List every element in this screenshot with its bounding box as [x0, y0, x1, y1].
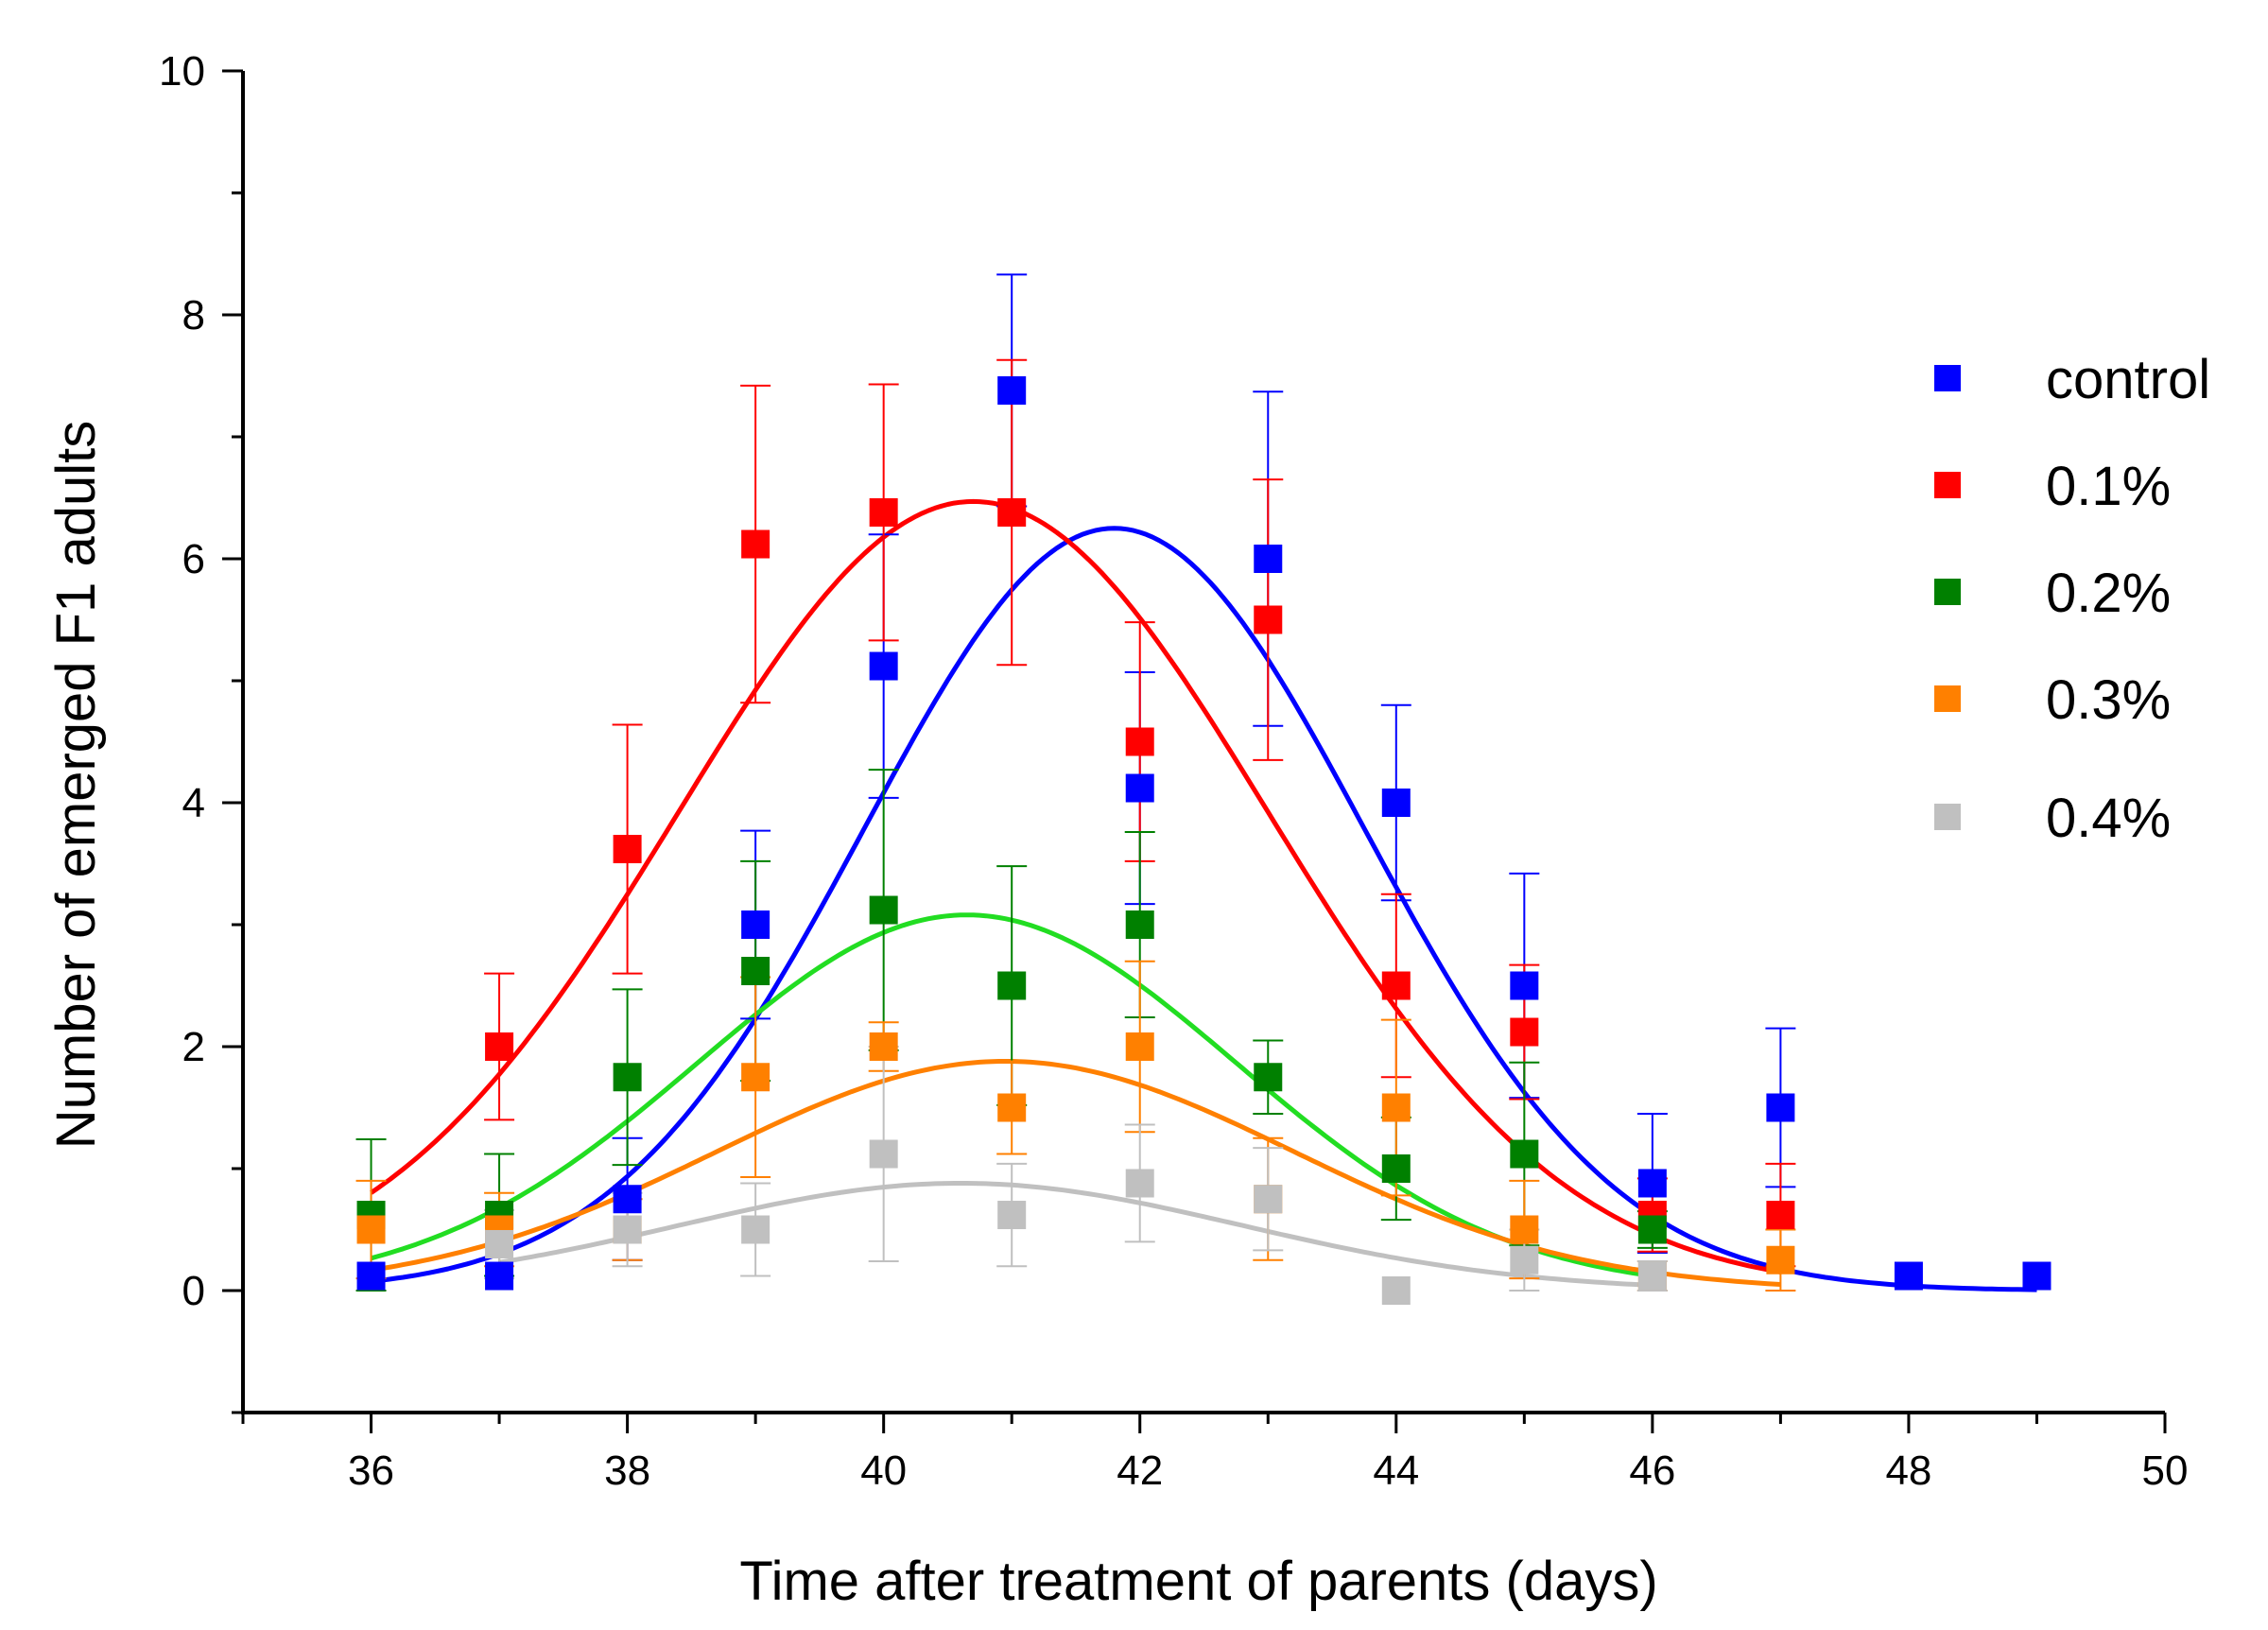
point-0-3pct [1381, 1093, 1411, 1122]
y-tick-label: 4 [182, 780, 205, 826]
point-control [613, 1185, 642, 1214]
point-control [1637, 1169, 1667, 1198]
point-control [1125, 773, 1154, 803]
point-0-3pct [741, 1063, 770, 1092]
y-tick-label: 2 [182, 1024, 205, 1070]
point-0-4pct [1381, 1276, 1411, 1305]
point-0-1pct [997, 497, 1027, 527]
x-tick-label: 42 [1117, 1448, 1163, 1494]
y-axis-title: Number of emerged F1 adults [45, 421, 107, 1149]
x-tick-label: 36 [348, 1448, 394, 1494]
legend-swatch [1934, 804, 1961, 830]
legend-item-0-2pct: 0.2% [1934, 563, 2171, 624]
y-tick-label: 6 [182, 536, 205, 582]
legend-label: 0.1% [2046, 456, 2171, 517]
point-control [1510, 971, 1539, 1000]
legend-item-0-4pct: 0.4% [1934, 788, 2171, 849]
point-0-3pct [1125, 1032, 1154, 1061]
x-tick-label: 38 [604, 1448, 650, 1494]
point-control [997, 375, 1027, 405]
axes [241, 71, 2165, 1414]
point-0-2pct [1637, 1215, 1667, 1244]
point-control [356, 1261, 386, 1291]
legend-swatch [1934, 685, 1961, 712]
point-0-3pct [997, 1093, 1027, 1122]
point-0-2pct [741, 957, 770, 986]
point-control [1254, 545, 1283, 573]
x-tick-label: 40 [860, 1448, 907, 1494]
point-0-3pct [1510, 1215, 1539, 1244]
y-tick-label: 0 [182, 1268, 205, 1314]
legend-label: 0.2% [2046, 563, 2171, 624]
x-tick-label: 50 [2142, 1448, 2189, 1494]
legend-label: 0.4% [2046, 788, 2171, 849]
fit-curve-0-1pct [370, 498, 1781, 1275]
fit-curves [370, 498, 2037, 1292]
point-0-1pct [1510, 1017, 1539, 1047]
point-0-1pct [1766, 1201, 1795, 1230]
x-axis-title: Time after treatment of parents (days) [739, 1551, 1657, 1612]
point-0-1pct [741, 529, 770, 559]
point-0-3pct [1766, 1245, 1795, 1275]
x-tick-label: 44 [1373, 1448, 1419, 1494]
ticks [222, 69, 2167, 1433]
point-0-1pct [485, 1032, 514, 1061]
point-0-1pct [1254, 605, 1283, 634]
point-control [2022, 1261, 2052, 1291]
legend-item-control: control [1934, 349, 2210, 410]
y-tick-label: 10 [159, 48, 205, 95]
point-control [869, 651, 898, 681]
point-0-2pct [613, 1063, 642, 1092]
point-0-1pct [613, 835, 642, 864]
point-0-2pct [997, 971, 1027, 1000]
point-0-4pct [997, 1201, 1027, 1230]
point-control [741, 910, 770, 939]
x-tick-label: 48 [1885, 1448, 1931, 1494]
point-0-2pct [869, 895, 898, 925]
point-0-4pct [613, 1215, 642, 1244]
point-0-3pct [356, 1215, 386, 1244]
error-bars [355, 273, 1796, 1292]
point-0-4pct [869, 1139, 898, 1169]
legend-item-0-1pct: 0.1% [1934, 456, 2171, 517]
point-0-2pct [1125, 910, 1154, 939]
legend-item-0-3pct: 0.3% [1934, 669, 2171, 731]
point-control [485, 1261, 514, 1291]
point-0-4pct [1125, 1169, 1154, 1198]
legend-swatch [1934, 472, 1961, 498]
point-0-3pct [869, 1032, 898, 1061]
point-0-4pct [1254, 1185, 1283, 1214]
point-control [1766, 1093, 1795, 1122]
point-0-1pct [1381, 971, 1411, 1000]
fit-curve-0-4pct [498, 1181, 1653, 1288]
point-0-4pct [741, 1215, 770, 1244]
point-0-1pct [869, 497, 898, 527]
point-0-2pct [1381, 1154, 1411, 1183]
point-0-4pct [485, 1229, 514, 1258]
point-0-4pct [1510, 1245, 1539, 1275]
legend: control 0.1% 0.2% 0.3% 0.4% [1934, 349, 2210, 849]
legend-label: control [2046, 349, 2210, 410]
data-points [356, 375, 2052, 1305]
legend-swatch [1934, 365, 1961, 391]
point-control [1894, 1261, 1923, 1291]
point-control [1381, 789, 1411, 817]
x-tick-label: 46 [1629, 1448, 1675, 1494]
fit-curve-0-3pct [371, 1059, 1781, 1287]
legend-swatch [1934, 579, 1961, 605]
point-0-2pct [1254, 1063, 1283, 1092]
point-0-2pct [1510, 1139, 1539, 1169]
point-0-1pct [1125, 727, 1154, 756]
y-tick-label: 8 [182, 292, 205, 338]
legend-label: 0.3% [2046, 669, 2171, 731]
fit-curve-control [371, 526, 2037, 1292]
point-0-4pct [1637, 1261, 1667, 1291]
